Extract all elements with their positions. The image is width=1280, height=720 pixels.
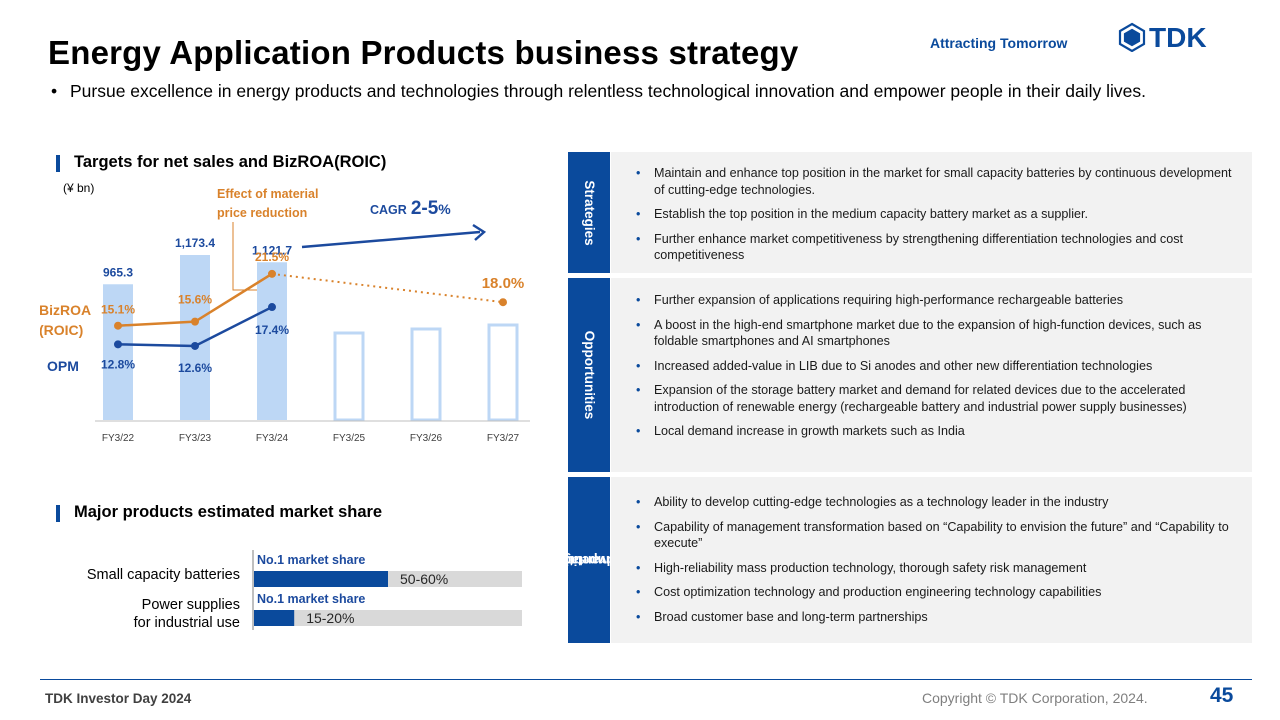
logo-text: TDK [1149,22,1207,52]
targets-heading: Targets for net sales and BizROA(ROIC) [48,153,386,172]
share-label-power-supplies: Power supplies for industrial use [133,597,240,631]
share-fill [254,571,388,587]
tagline: Attracting Tomorrow [930,35,1068,51]
roic-point [191,317,199,326]
material-note-line2: price reduction [217,206,307,220]
cagr-arrow-line [301,230,481,249]
share-range: 50-60% [400,571,448,587]
sales-bar [103,284,133,420]
list-item: Maintain and enhance top position in the… [636,165,1242,198]
opm-point [114,340,122,349]
roic-point [499,298,507,307]
share-range: 15-20% [306,610,354,626]
cagr-arrowhead [472,223,487,241]
roic-value-label: 15.6% [178,293,212,307]
list-item: Further expansion of applications requir… [636,292,1242,309]
share-badge: No.1 market share [257,592,365,606]
market-share-heading: Major products estimated market share [48,503,382,522]
share-fill [254,610,295,626]
opm-value-label: 12.8% [101,357,135,371]
list-item: Ability to develop cutting-edge technolo… [636,494,1242,511]
page-title: Energy Application Products business str… [48,34,799,71]
sales-bar [257,262,287,420]
x-tick-label: FY3/25 [333,433,366,444]
list-item: Capability of management transformation … [636,519,1242,552]
roic-target-line [271,272,504,304]
footer-divider [40,679,1252,680]
opm-point [268,303,276,312]
roic-series-label-line1: BizROA [40,302,91,318]
material-note-line1: Effect of material [217,187,318,201]
roic-value-label: 15.1% [101,303,135,317]
share-track [254,610,522,626]
roic-point [114,321,122,330]
sales-bar [180,255,210,420]
list-item: Increased added-value in LIB due to Si a… [636,358,1242,375]
list-item: Expansion of the storage battery market … [636,382,1242,415]
market-share-bars: No.1 market share 50-60% No.1 market share… [252,550,522,630]
target-bar [410,327,442,422]
tdk-logo: TDK [1118,22,1207,52]
sales-value-label: 1,173.4 [175,236,215,250]
targets-chart: (¥ bn) Effect of material price reductio… [40,181,530,444]
panel-tab-competitive-advantage: Competitive advantage [550,477,628,643]
list-item: Establish the top position in the medium… [636,206,1242,223]
sales-value-label: 965.3 [103,265,133,279]
tdk-emblem-icon [1118,22,1146,52]
panel-body-opportunities: Further expansion of applications requir… [611,278,1252,472]
list-item: Further enhance market competitiveness b… [636,231,1242,264]
panel-opportunities: Opportunities Further expansion of appli… [568,278,1252,472]
x-tick-label: FY3/26 [410,433,443,444]
panel-tab-opportunities: Opportunities [568,278,610,472]
target-bar [333,331,365,422]
roic-value-label: 18.0% [482,275,525,292]
roic-point [268,269,276,278]
footer-copyright: Copyright © TDK Corporation, 2024. [922,690,1148,706]
opm-value-label: 17.4% [255,323,289,337]
page-subtitle: Pursue excellence in energy products and… [48,79,1213,103]
x-tick-label: FY3/22 [102,433,135,444]
panel-tab-strategies: Strategies [568,152,610,273]
sales-value-label: 1,121.7 [252,243,292,257]
target-bar [487,323,519,422]
list-item: A boost in the high-end smartphone marke… [636,317,1242,350]
panel-body-competitive-advantage: Ability to develop cutting-edge technolo… [611,477,1252,643]
x-tick-label: FY3/23 [179,433,212,444]
list-item: Broad customer base and long-term partne… [636,609,1242,626]
list-item: Local demand increase in growth markets … [636,423,1242,440]
share-label-small-batteries: Small capacity batteries [86,567,240,583]
opm-value-label: 12.6% [178,361,212,375]
x-tick-label: FY3/27 [487,433,520,444]
panel-strategies: Strategies Maintain and enhance top posi… [568,152,1252,273]
unit-label: (¥ bn) [63,181,94,195]
opm-series-label: OPM [47,358,79,374]
list-item: Cost optimization technology and product… [636,584,1242,601]
share-badge: No.1 market share [257,553,365,567]
roic-value-label: 21.5% [255,250,289,264]
x-tick-label: FY3/24 [256,433,289,444]
opm-point [191,341,199,350]
footer-event: TDK Investor Day 2024 [45,691,192,706]
cagr-label: CAGR 2-5% [370,198,451,219]
panel-body-strategies: Maintain and enhance top position in the… [611,152,1252,273]
list-item: High-reliability mass production technol… [636,560,1242,577]
roic-series-label-line2: (ROIC) [40,322,83,338]
page-number: 45 [1210,684,1234,707]
